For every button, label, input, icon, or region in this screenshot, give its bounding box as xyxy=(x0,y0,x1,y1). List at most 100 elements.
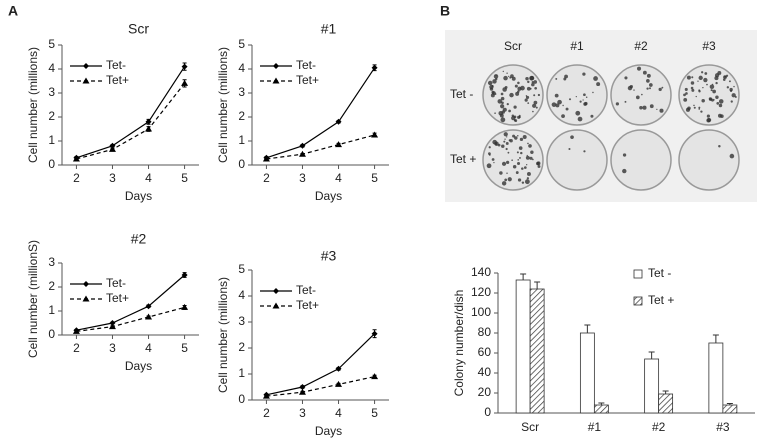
colony-dot xyxy=(517,159,520,161)
colony-dot xyxy=(729,89,733,92)
colony-dot xyxy=(635,95,640,100)
data-line xyxy=(266,376,375,397)
colony-dot xyxy=(585,96,588,99)
marker xyxy=(145,118,152,125)
colony-dot xyxy=(515,91,520,96)
column-label: #3 xyxy=(702,39,716,53)
colony-dot xyxy=(532,110,534,113)
y-tick-label: 5 xyxy=(238,37,245,51)
colony-dot xyxy=(637,66,642,71)
marker xyxy=(262,155,270,162)
colony-dot xyxy=(712,89,716,94)
x-tick-label: 3 xyxy=(299,406,306,420)
colony-dot xyxy=(710,89,713,92)
colony-dot xyxy=(500,92,504,96)
y-tick-label: 140 xyxy=(471,265,491,279)
marker xyxy=(83,281,89,287)
colony-dot xyxy=(551,102,557,107)
colony-dot xyxy=(519,156,521,159)
colony-dot xyxy=(514,84,518,88)
colony-dot xyxy=(725,74,729,77)
dish xyxy=(678,129,740,191)
colony-dot xyxy=(593,76,598,81)
colony-dot xyxy=(557,99,562,105)
colony-dot xyxy=(622,168,627,174)
y-axis-label: Cell number (millionS) xyxy=(26,240,40,358)
y-tick-label: 4 xyxy=(48,61,55,75)
colony-dot xyxy=(711,98,714,102)
colony-dot xyxy=(504,138,506,140)
x-tick-label: 5 xyxy=(371,171,378,185)
y-tick-label: 60 xyxy=(478,345,492,359)
colony-dot xyxy=(502,87,507,92)
marker xyxy=(83,63,89,69)
colony-dot xyxy=(720,114,724,118)
colony-dot xyxy=(491,158,495,161)
marker xyxy=(145,303,152,310)
colony-dot xyxy=(575,95,577,98)
colony-dot xyxy=(505,147,508,151)
y-tick-label: 0 xyxy=(48,327,55,341)
bar xyxy=(515,279,531,414)
colony-dot xyxy=(646,73,651,78)
y-tick-label: 3 xyxy=(238,314,245,328)
colony-dot xyxy=(656,108,658,110)
colony-dot xyxy=(501,101,504,105)
colony-dot xyxy=(500,104,505,109)
legend-swatch xyxy=(633,296,643,306)
data-line xyxy=(76,66,186,159)
colony-dot xyxy=(596,82,601,87)
colony-dot xyxy=(693,106,696,109)
y-tick-label: 0 xyxy=(238,157,245,171)
colony-dot xyxy=(555,103,560,108)
colony-dot xyxy=(649,83,653,87)
colony-dot xyxy=(506,172,508,174)
colony-dot xyxy=(528,144,532,148)
data-line xyxy=(266,333,375,396)
colony-dot xyxy=(521,167,524,170)
legend-label: Tet + xyxy=(648,293,674,307)
colony-dot xyxy=(501,144,505,148)
colony-dot xyxy=(642,70,647,75)
y-tick-label: 0 xyxy=(238,392,245,406)
colony-dot xyxy=(506,103,509,106)
colony-dot xyxy=(504,178,508,182)
column-label: Scr xyxy=(504,39,522,53)
colony-dot xyxy=(691,76,694,79)
colony-dot xyxy=(533,80,538,84)
colony-dot xyxy=(536,161,541,166)
colony-dot xyxy=(517,161,521,166)
colony-dot xyxy=(513,115,517,119)
colony-dot xyxy=(686,75,691,80)
colony-dot xyxy=(690,86,694,90)
colony-dot xyxy=(582,72,586,76)
colony-dot xyxy=(718,99,724,104)
colony-dot xyxy=(577,116,583,122)
colony-dot xyxy=(509,92,514,98)
data-line xyxy=(76,306,185,332)
colony-dot xyxy=(511,76,516,81)
colony-dot xyxy=(701,71,704,74)
colony-dot xyxy=(531,81,534,84)
marker xyxy=(262,392,270,399)
colony-dot xyxy=(726,86,730,89)
colony-dot xyxy=(701,99,705,103)
x-tick-label: 4 xyxy=(335,171,342,185)
colony-dot xyxy=(513,105,517,109)
x-tick-label: Scr xyxy=(521,420,539,434)
marker xyxy=(371,64,378,71)
colony-dot xyxy=(527,80,530,84)
colony-dot xyxy=(508,109,511,113)
panel-label: A xyxy=(8,3,18,19)
colony-dot xyxy=(487,80,493,86)
colony-dot xyxy=(499,171,503,175)
colony-dot xyxy=(698,89,701,92)
colony-dot xyxy=(491,90,495,94)
colony-dot xyxy=(575,110,581,116)
colony-dot xyxy=(733,85,735,88)
y-axis-label: Cell number (millions) xyxy=(26,47,40,163)
y-tick-label: 5 xyxy=(238,262,245,276)
colony-dot xyxy=(683,97,688,102)
colony-dot xyxy=(500,96,505,101)
colony-dot xyxy=(690,81,695,85)
